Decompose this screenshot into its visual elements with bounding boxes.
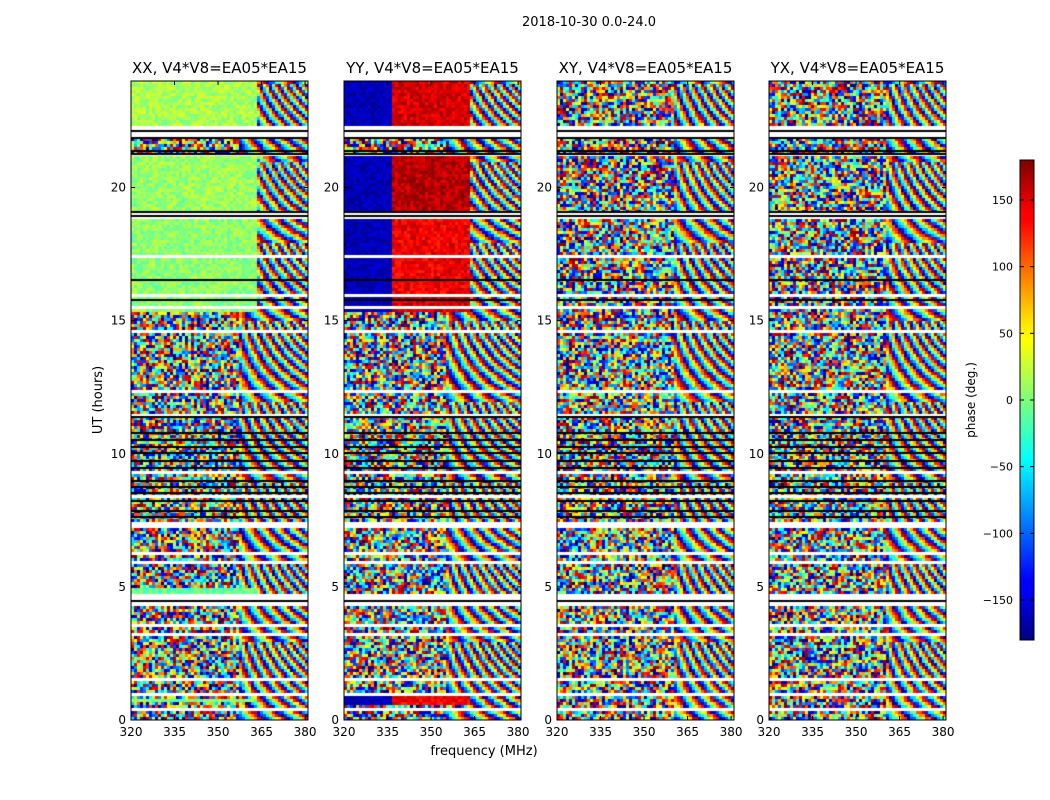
panel-title: YX, V4*V8=EA05*EA15 xyxy=(770,59,945,77)
panel-frame xyxy=(768,80,947,721)
panel-heatmap xyxy=(131,81,308,720)
x-tick-label: 365 xyxy=(463,725,486,739)
x-tick-label: 335 xyxy=(376,725,399,739)
x-tick-label: 335 xyxy=(589,725,612,739)
panels: XX, V4*V8=EA05*EA15 320 335 350 365 380 0 5 10 15… xyxy=(111,59,955,739)
colorbar-ticks: −150 −100 −50 0 50 100 150 xyxy=(983,194,1034,607)
panel-3: YX, V4*V8=EA05*EA15 320 335 350 365 380 0 5 10 15… xyxy=(749,59,955,739)
panel-frame xyxy=(130,80,309,721)
y-tick-label: 5 xyxy=(118,580,126,594)
panel-title: YY, V4*V8=EA05*EA15 xyxy=(345,59,519,77)
y-tick-label: 20 xyxy=(537,181,552,195)
x-tick-label: 380 xyxy=(507,725,530,739)
x-tick-label: 380 xyxy=(294,725,317,739)
colorbar: −150 −100 −50 0 50 100 150 phase (deg.) xyxy=(964,159,1035,641)
x-tick-label: 335 xyxy=(801,725,824,739)
figure-suptitle: 2018-10-30 0.0-24.0 xyxy=(522,15,656,30)
panel-frame xyxy=(343,80,522,721)
y-tick-label: 5 xyxy=(756,580,764,594)
x-tick-label: 365 xyxy=(888,725,911,739)
x-axis-label: frequency (MHz) xyxy=(430,744,537,759)
colorbar-tick-label: 50 xyxy=(999,327,1013,340)
colorbar-tick-label: −150 xyxy=(983,594,1013,607)
y-tick-label: 5 xyxy=(331,580,339,594)
y-tick-label: 15 xyxy=(537,314,552,328)
x-tick-label: 380 xyxy=(720,725,743,739)
panel-2: XY, V4*V8=EA05*EA15 320 335 350 365 380 0 5 10 15… xyxy=(537,59,743,739)
x-tick-label: 350 xyxy=(633,725,656,739)
x-tick-label: 350 xyxy=(207,725,230,739)
colorbar-tick-label: 150 xyxy=(992,194,1013,207)
y-tick-label: 10 xyxy=(111,447,126,461)
panel-heatmap xyxy=(769,81,946,720)
panel-title: XY, V4*V8=EA05*EA15 xyxy=(559,59,733,77)
panel-heatmap xyxy=(557,81,734,720)
y-tick-label: 20 xyxy=(324,181,339,195)
x-tick-label: 320 xyxy=(758,725,781,739)
x-tick-label: 350 xyxy=(845,725,868,739)
y-tick-label: 10 xyxy=(749,447,764,461)
x-tick-label: 320 xyxy=(546,725,569,739)
x-tick-label: 320 xyxy=(120,725,143,739)
colorbar-tick-label: −50 xyxy=(990,461,1013,474)
panel-heatmap xyxy=(344,81,521,720)
y-tick-label: 0 xyxy=(544,713,552,727)
panel-1: YY, V4*V8=EA05*EA15 320 335 350 365 380 0 5 10 15… xyxy=(324,59,530,739)
x-tick-label: 380 xyxy=(932,725,955,739)
panel-0: XX, V4*V8=EA05*EA15 320 335 350 365 380 0 5 10 15… xyxy=(111,59,317,739)
x-tick-label: 365 xyxy=(250,725,273,739)
colorbar-label: phase (deg.) xyxy=(964,362,978,438)
colorbar-tick-label: 0 xyxy=(1006,394,1013,407)
y-tick-label: 0 xyxy=(331,713,339,727)
x-tick-label: 335 xyxy=(163,725,186,739)
y-tick-label: 20 xyxy=(111,181,126,195)
x-tick-label: 350 xyxy=(420,725,443,739)
y-tick-label: 5 xyxy=(544,580,552,594)
x-tick-label: 320 xyxy=(333,725,356,739)
y-tick-label: 15 xyxy=(324,314,339,328)
y-axis-label: UT (hours) xyxy=(91,366,106,434)
y-tick-label: 10 xyxy=(537,447,552,461)
y-tick-label: 20 xyxy=(749,181,764,195)
y-tick-label: 0 xyxy=(118,713,126,727)
panel-title: XX, V4*V8=EA05*EA15 xyxy=(132,59,307,77)
x-tick-label: 365 xyxy=(676,725,699,739)
y-tick-label: 10 xyxy=(324,447,339,461)
colorbar-tick-label: −100 xyxy=(983,527,1013,540)
y-tick-label: 0 xyxy=(756,713,764,727)
y-tick-label: 15 xyxy=(111,314,126,328)
y-tick-label: 15 xyxy=(749,314,764,328)
panel-frame xyxy=(556,80,735,721)
colorbar-tick-label: 100 xyxy=(992,261,1013,274)
